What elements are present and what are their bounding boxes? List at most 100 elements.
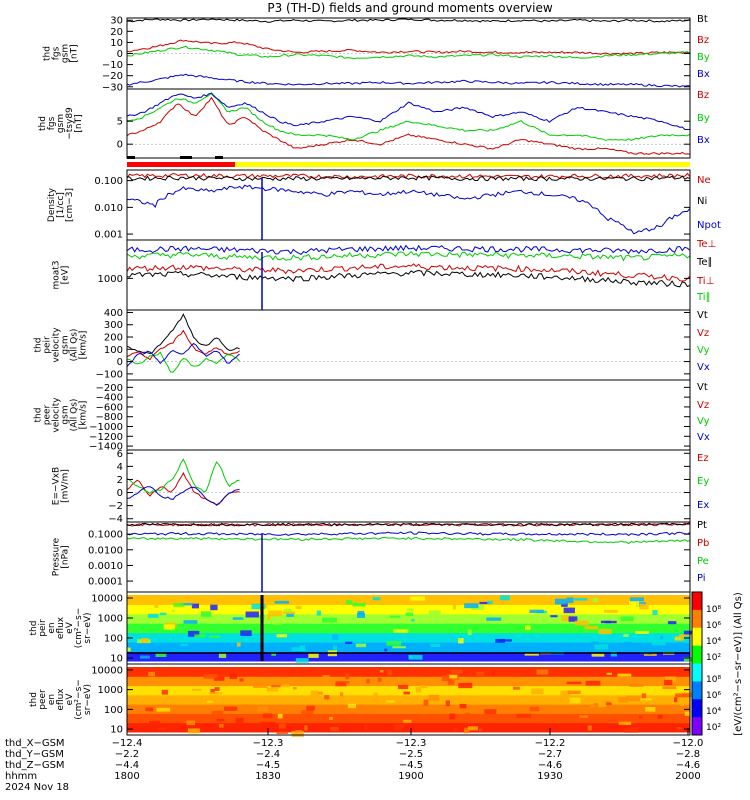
spectrogram-speckle (618, 696, 628, 703)
spectrogram-speckle (464, 712, 471, 716)
spectrogram-speckle (213, 676, 225, 681)
legend-Pi: Pi (697, 573, 706, 584)
spectrogram-speckle (585, 680, 601, 686)
spectrogram-speckle (210, 604, 218, 611)
panel-7: 6 4 2 0 −2 −4 E=−VxB [mV/m] Ez Ey Ex (52, 449, 710, 525)
spectrogram-speckle (587, 725, 592, 731)
y-axis-label-line: velocity (52, 397, 62, 433)
spectrogram-speckle (186, 720, 196, 726)
spectrogram-speckle (317, 691, 323, 695)
spectrogram-speckle (573, 638, 581, 643)
y-axis-label-line: [km/s] (79, 331, 89, 360)
spectrogram-speckle (295, 658, 309, 663)
y-tick-label: −1000 (89, 422, 123, 433)
y-tick-label: 100 (104, 705, 123, 716)
series-By (126, 91, 691, 141)
y-axis-label-line: [eV] (61, 266, 71, 285)
series-Npot (126, 184, 691, 235)
y-axis-label: moat3 [eV] (52, 260, 71, 289)
spectrogram-speckle (529, 609, 544, 614)
spectrogram-speckle (405, 612, 414, 616)
y-tick-label: 100 (104, 345, 123, 356)
time-axis-value: 1930 (537, 771, 562, 782)
y-axis-label: Density [1/cc] [cm−3] (47, 187, 75, 222)
time-axis-value: −12.0 (673, 738, 704, 749)
colorbar-tick-label: 10⁶ (706, 621, 721, 631)
colorbar-frame (691, 591, 703, 736)
spectrogram-speckle (211, 710, 224, 716)
time-axis-value: 1800 (114, 771, 139, 782)
y-axis-label: thd peer velocity gsm (All Qs) [km/s] (34, 397, 89, 433)
spectrogram-speckle (240, 630, 252, 637)
spectrogram-speckle (389, 615, 401, 618)
spectrogram-speckle (617, 673, 632, 677)
spectrogram-speckle (141, 638, 149, 643)
spectrogram-speckle (484, 709, 497, 714)
spectrogram-speckle (291, 647, 306, 652)
spectrogram-speckle (457, 698, 464, 702)
spectrogram-speckle (592, 597, 599, 603)
spectrogram-speckle (584, 625, 598, 630)
spectrogram-speckle (408, 655, 412, 659)
spectrogram-speckle (563, 607, 575, 614)
figure-title: P3 (TH-D) fields and ground moments over… (267, 1, 552, 15)
panel-frame (126, 169, 691, 241)
y-tick-label: 0.010 (94, 203, 123, 214)
spectrogram-speckle (568, 616, 578, 622)
panel-frame (126, 239, 691, 311)
spectrogram-speckle (286, 612, 295, 617)
spectrogram-band (127, 713, 690, 724)
spectrogram-speckle (675, 693, 691, 698)
y-tick-label: 20 (110, 27, 123, 38)
spectrogram-speckle (187, 728, 201, 734)
spectrogram-speckle (266, 687, 279, 692)
spectrogram-band (127, 685, 690, 696)
spectrogram-speckle (567, 690, 581, 694)
spectrogram-speckle (464, 727, 470, 734)
spectrogram-speckle (624, 727, 639, 733)
spectrogram-speckle (183, 620, 198, 624)
y-tick-label: 10000 (91, 665, 123, 676)
series-Pe (126, 536, 691, 545)
y-axis-label-line: [nT] (74, 114, 84, 132)
panel-frame (126, 88, 691, 159)
y-tick-label: 200 (104, 333, 123, 344)
series-Pt (126, 522, 691, 527)
legend-Ti∥: Ti∥ (696, 292, 711, 303)
y-axis-label-line: gsm (61, 335, 71, 354)
y-axis-label: Pressure [nPa] (52, 537, 71, 576)
spectrogram-speckle (370, 678, 377, 684)
spectrogram-speckle (499, 595, 510, 601)
spectrogram-speckle (536, 669, 549, 675)
spectrogram-speckle (161, 715, 167, 719)
spectrogram-speckle (292, 687, 297, 690)
spectrogram-speckle (598, 701, 607, 708)
colorbar-segment (692, 681, 702, 700)
series-Ex (126, 486, 240, 506)
time-axis-value: −2.5 (399, 749, 423, 760)
spectrogram-speckle (335, 682, 347, 687)
y-tick-label: 0.0100 (88, 545, 123, 556)
legend-Vz: Vz (697, 400, 709, 411)
colorbar-tick-label: 10⁴ (706, 637, 721, 647)
y-axis-label-line: moat3 (52, 260, 62, 289)
spectrogram-speckle (339, 692, 344, 697)
y-axis-label-line: (cm²−s− (74, 608, 84, 649)
spectrogram-speckle (148, 613, 159, 618)
spectrogram-speckle (193, 623, 209, 626)
spectrogram-speckle (676, 727, 682, 730)
spectrogram-speckle (554, 598, 567, 605)
time-axis-value: −12.4 (112, 738, 143, 749)
time-axis-value: −4.5 (399, 760, 423, 771)
y-tick-label: −2 (108, 501, 123, 512)
time-axis-value: 1830 (255, 771, 280, 782)
colorbar-segment (692, 663, 702, 682)
legend-Pb: Pb (697, 538, 709, 549)
legend-Bx: Bx (697, 69, 710, 80)
spectrogram-speckle (594, 702, 599, 709)
spectrogram-speckle (683, 657, 698, 662)
spectrogram-speckle (276, 634, 288, 638)
panel-4: 1000 moat3 [eV] Te⊥ Te∥ Ti⊥ Ti∥ (52, 239, 716, 311)
